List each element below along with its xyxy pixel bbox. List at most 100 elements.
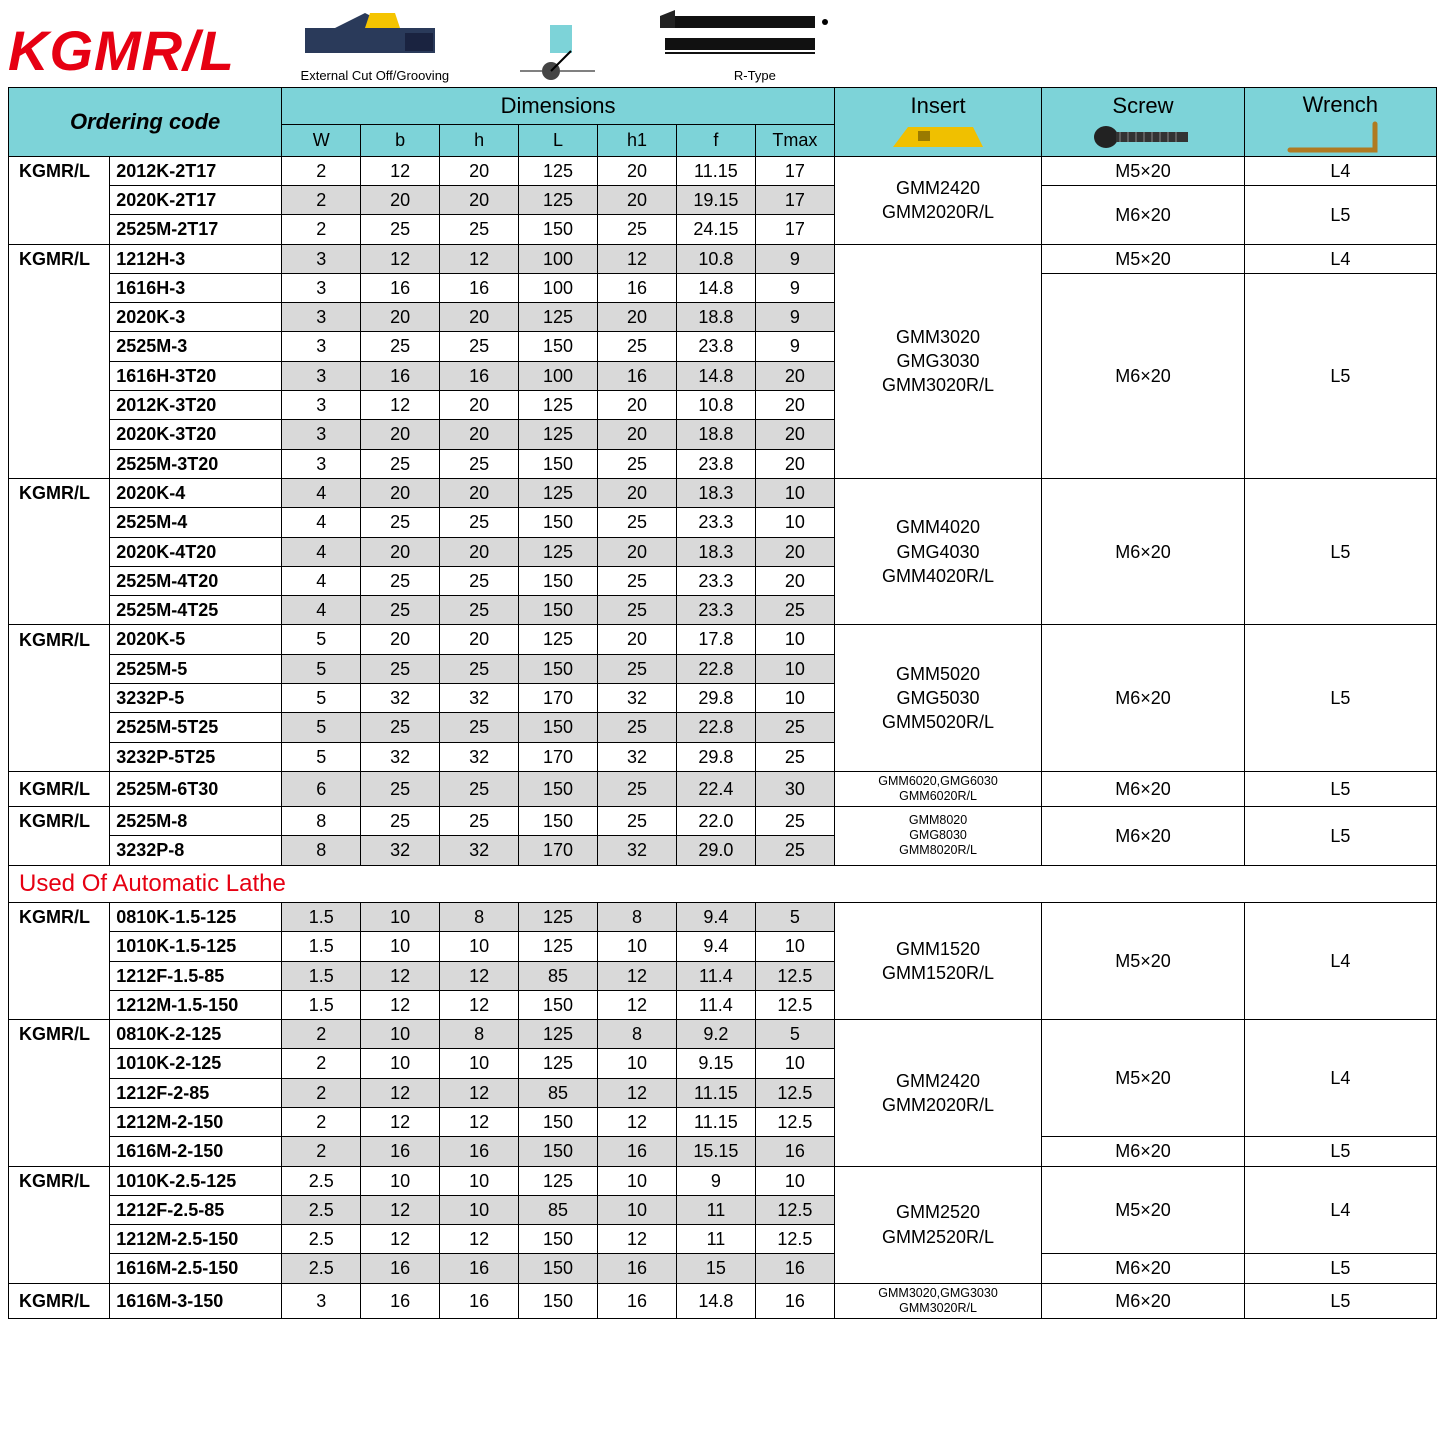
dim-cell: 20 [598, 625, 677, 654]
dim-cell: 22.4 [676, 771, 755, 806]
dim-cell: 20 [598, 185, 677, 214]
dim-cell: 12 [361, 391, 440, 420]
prefix-cell [9, 596, 110, 625]
dim-cell: 14.8 [676, 273, 755, 302]
dim-cell: 32 [598, 742, 677, 771]
dim-cell: 10 [598, 932, 677, 961]
dim-cell: 12 [598, 1225, 677, 1254]
dim-cell: 20 [361, 420, 440, 449]
code-cell: 1212M-2.5-150 [110, 1225, 282, 1254]
dim-cell: 125 [519, 156, 598, 185]
dim-cell: 15.15 [676, 1137, 755, 1166]
dim-cell: 150 [519, 566, 598, 595]
dim-cell: 4 [282, 537, 361, 566]
dim-cell: 32 [440, 684, 519, 713]
table-row: KGMR/L1616M-3-150316161501614.816GMM3020… [9, 1283, 1437, 1318]
dim-cell: 125 [519, 902, 598, 931]
dim-cell: 25 [361, 508, 440, 537]
dim-cell: 20 [755, 361, 834, 390]
dim-cell: 16 [755, 1283, 834, 1318]
code-cell: 2525M-3 [110, 332, 282, 361]
dim-cell: 2 [282, 1107, 361, 1136]
dim-cell: 25 [598, 332, 677, 361]
screw-cell: M6×20 [1042, 1283, 1244, 1318]
dim-cell: 2.5 [282, 1166, 361, 1195]
dim-cell: 18.3 [676, 478, 755, 507]
dim-cell: 150 [519, 654, 598, 683]
screw-cell: M6×20 [1042, 1137, 1244, 1166]
code-cell: 3232P-5T25 [110, 742, 282, 771]
dim-cell: 15 [676, 1254, 755, 1283]
insert-cell: GMM8020GMG8030GMM8020R/L [834, 806, 1041, 865]
dim-cell: 10 [755, 1166, 834, 1195]
col-insert: Insert [834, 88, 1041, 157]
prefix-cell: KGMR/L [9, 244, 110, 273]
dim-cell: 25 [598, 508, 677, 537]
prefix-cell [9, 1225, 110, 1254]
dim-cell: 20 [598, 303, 677, 332]
table-row: KGMR/L1010K-2.5-1252.5101012510910GMM252… [9, 1166, 1437, 1195]
prefix-cell [9, 1195, 110, 1224]
prefix-cell: KGMR/L [9, 1283, 110, 1318]
dim-cell: 20 [598, 537, 677, 566]
dim-cell: 25 [361, 566, 440, 595]
prefix-cell [9, 961, 110, 990]
table-head: Ordering code Dimensions Insert Screw Wr… [9, 88, 1437, 157]
dim-cell: 16 [361, 361, 440, 390]
table-row: KGMR/L2012K-2T17212201252011.1517GMM2420… [9, 156, 1437, 185]
dim-cell: 22.8 [676, 713, 755, 742]
screw-cell: M5×20 [1042, 244, 1244, 273]
code-cell: 0810K-2-125 [110, 1020, 282, 1049]
dim-cell: 20 [755, 537, 834, 566]
dim-cell: 9 [755, 332, 834, 361]
table-row: 1616M-2.5-1502.51616150161516M6×20L5 [9, 1254, 1437, 1283]
table-row: KGMR/L2525M-8825251502522.025GMM8020GMG8… [9, 806, 1437, 835]
col-h: h [440, 125, 519, 156]
rtype-label: R-Type [734, 68, 776, 83]
dim-cell: 150 [519, 806, 598, 835]
code-cell: 2020K-2T17 [110, 185, 282, 214]
dim-cell: 9.15 [676, 1049, 755, 1078]
dim-cell: 10 [440, 932, 519, 961]
code-cell: 0810K-1.5-125 [110, 902, 282, 931]
prefix-cell: KGMR/L [9, 478, 110, 507]
dim-cell: 5 [282, 713, 361, 742]
dim-cell: 5 [282, 684, 361, 713]
dim-cell: 10 [755, 684, 834, 713]
dim-cell: 16 [361, 273, 440, 302]
dim-cell: 150 [519, 596, 598, 625]
prefix-cell: KGMR/L [9, 625, 110, 654]
prefix-cell [9, 420, 110, 449]
dim-cell: 23.8 [676, 332, 755, 361]
wrench-cell: L4 [1244, 1020, 1436, 1137]
code-cell: 1212F-1.5-85 [110, 961, 282, 990]
dim-cell: 8 [598, 902, 677, 931]
dim-cell: 10 [440, 1049, 519, 1078]
dim-cell: 20 [440, 303, 519, 332]
code-cell: 2525M-4 [110, 508, 282, 537]
dim-cell: 12.5 [755, 1225, 834, 1254]
code-cell: 2525M-2T17 [110, 215, 282, 244]
dim-cell: 25 [361, 332, 440, 361]
dim-cell: 9 [755, 244, 834, 273]
dim-cell: 18.3 [676, 537, 755, 566]
prefix-cell [9, 566, 110, 595]
dim-cell: 10 [598, 1049, 677, 1078]
col-ordering: Ordering code [9, 88, 282, 157]
dim-cell: 5 [282, 654, 361, 683]
dim-cell: 1.5 [282, 961, 361, 990]
dim-cell: 170 [519, 836, 598, 865]
dim-cell: 25 [361, 596, 440, 625]
dim-cell: 25 [598, 713, 677, 742]
dim-cell: 20 [598, 478, 677, 507]
code-cell: 1010K-2.5-125 [110, 1166, 282, 1195]
dim-cell: 20 [440, 420, 519, 449]
dim-cell: 150 [519, 449, 598, 478]
dim-cell: 32 [598, 836, 677, 865]
dim-cell: 125 [519, 303, 598, 332]
col-Tmax: Tmax [755, 125, 834, 156]
code-cell: 2012K-3T20 [110, 391, 282, 420]
dim-cell: 8 [282, 806, 361, 835]
dim-cell: 23.3 [676, 596, 755, 625]
dim-cell: 32 [361, 684, 440, 713]
